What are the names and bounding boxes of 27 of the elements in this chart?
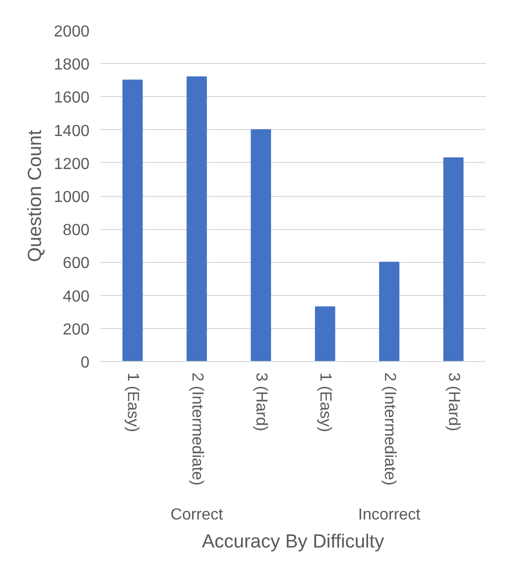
text: Correct bbox=[170, 506, 224, 524]
bar bbox=[250, 129, 272, 362]
y-axis-title: Question Count bbox=[24, 129, 46, 262]
y-tick-label: 0 bbox=[80, 354, 90, 372]
y-tick-label: 600 bbox=[62, 255, 90, 272]
y-tick-label: 400 bbox=[62, 288, 90, 306]
bar bbox=[443, 157, 464, 362]
x-tick-label: 1 (Easy) bbox=[124, 372, 142, 432]
x-tick-label: 3 (Hard) bbox=[252, 372, 270, 432]
bar bbox=[379, 262, 400, 362]
y-tick-label: 1600 bbox=[54, 90, 90, 107]
x-axis-title: Accuracy By Difficulty bbox=[202, 532, 385, 552]
x-tick-label: 1 (Easy) bbox=[316, 372, 334, 432]
bar bbox=[186, 76, 207, 362]
y-tick-label: 1200 bbox=[54, 156, 90, 173]
text: Incorrect bbox=[358, 506, 421, 524]
bar bbox=[122, 80, 143, 362]
y-tick-label: 1000 bbox=[54, 189, 90, 206]
y-tick-label: 200 bbox=[62, 321, 90, 338]
y-tick-label: 1800 bbox=[54, 56, 90, 74]
x-tick-label: 2 (Intermediate) bbox=[188, 372, 206, 486]
y-tick-label: 800 bbox=[62, 222, 90, 240]
y-tick-label: 2000 bbox=[54, 24, 90, 40]
x-tick-label: 3 (Hard) bbox=[444, 372, 462, 432]
x-tick-label: 2 (Intermediate) bbox=[380, 372, 398, 486]
y-tick-label: 1400 bbox=[54, 122, 90, 140]
bar bbox=[314, 306, 336, 362]
